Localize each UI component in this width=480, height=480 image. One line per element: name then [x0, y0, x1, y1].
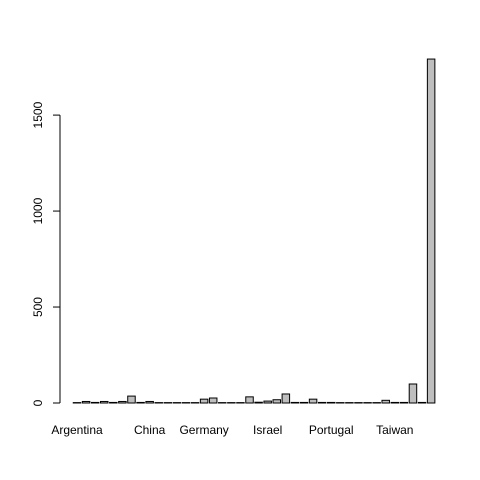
bar	[426, 58, 436, 404]
bar	[272, 399, 282, 404]
bar	[254, 401, 263, 404]
bar	[381, 399, 390, 404]
bar	[408, 383, 418, 404]
bar	[299, 401, 309, 404]
y-tick-label: 500	[31, 297, 45, 317]
bar	[281, 393, 291, 404]
x-tick-label: Portugal	[309, 423, 354, 437]
bar	[290, 401, 300, 404]
bar	[317, 401, 327, 404]
bar	[81, 400, 91, 404]
x-tick-label: Israel	[253, 423, 282, 437]
bar	[199, 398, 209, 404]
x-tick-label: Germany	[179, 423, 228, 437]
bar	[145, 400, 154, 404]
x-tick-label: China	[134, 423, 166, 437]
bar	[136, 401, 145, 404]
bar	[127, 395, 136, 404]
bar	[118, 400, 127, 404]
bar	[99, 400, 109, 404]
bar	[263, 400, 272, 404]
bar	[109, 401, 118, 404]
bar	[390, 401, 400, 404]
bar	[399, 401, 409, 404]
bar	[245, 396, 254, 404]
bar	[208, 397, 218, 404]
bar	[308, 398, 318, 404]
bar	[417, 401, 427, 404]
y-tick-label: 1000	[31, 197, 45, 224]
x-tick-label: Argentina	[51, 423, 103, 437]
bar	[90, 401, 100, 404]
y-tick-label: 0	[31, 399, 45, 406]
y-tick-label: 1500	[31, 101, 45, 128]
x-tick-label: Taiwan	[376, 423, 413, 437]
bar	[326, 401, 336, 404]
